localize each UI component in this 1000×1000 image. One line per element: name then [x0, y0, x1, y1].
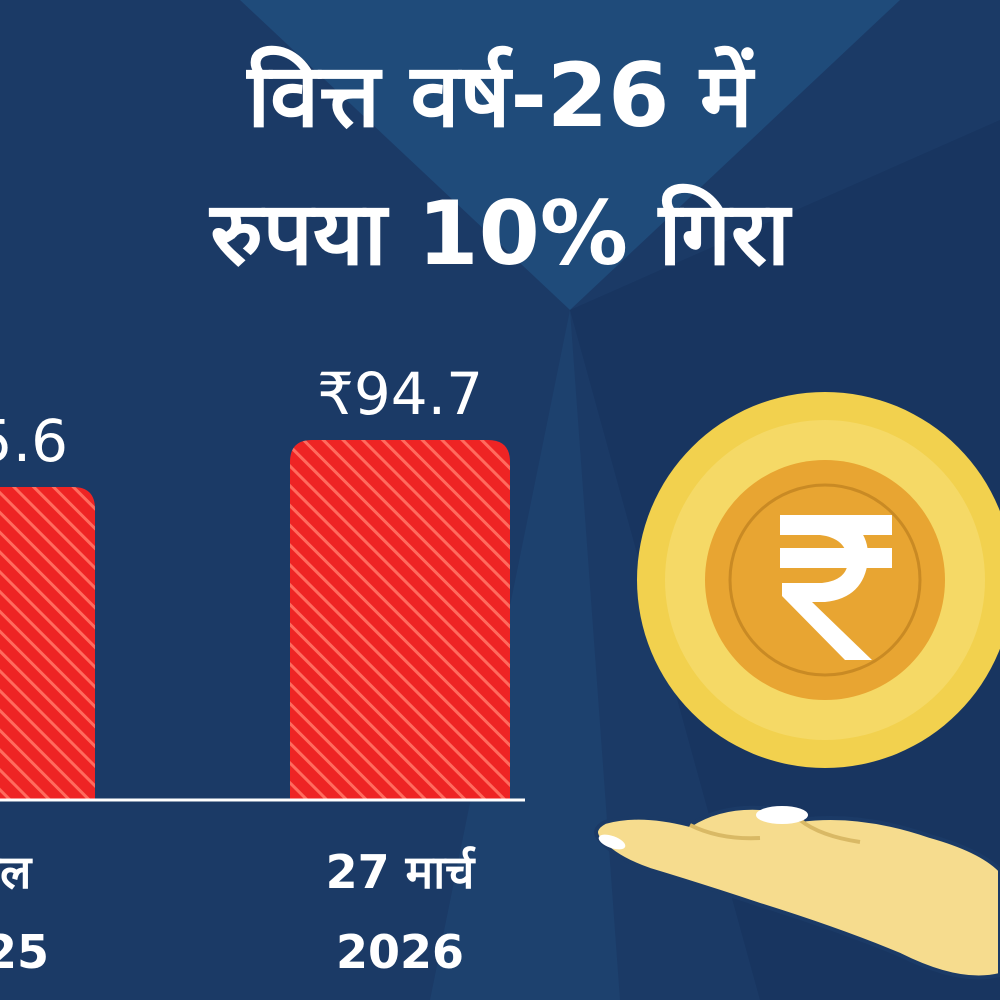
hand-icon: [594, 805, 1000, 980]
category-label-1-line-1: 2026: [336, 925, 464, 979]
value-label-0: ₹85.6: [0, 407, 68, 475]
category-label-1-line-0: 27 मार्च: [326, 845, 477, 899]
bar-chart: ₹85.6 अप्रैल 2025 ₹94.7 27 मार्च 2026: [0, 360, 525, 979]
rupee-coin-icon: [637, 392, 1000, 768]
bar-0: [0, 487, 95, 800]
background-light-facet: [240, 0, 900, 310]
rupee-symbol-icon: [780, 515, 892, 660]
value-label-1: ₹94.7: [317, 360, 483, 428]
title-line-2: रुपया 10% गिरा: [210, 182, 790, 285]
title-line-1: वित्त वर्ष-26 में: [247, 44, 753, 147]
category-label-0-line-0: अप्रैल: [0, 845, 33, 899]
background-light-facet-lower: [430, 310, 620, 1000]
bar-1: [290, 440, 510, 800]
category-label-0-line-1: 2025: [0, 925, 49, 979]
